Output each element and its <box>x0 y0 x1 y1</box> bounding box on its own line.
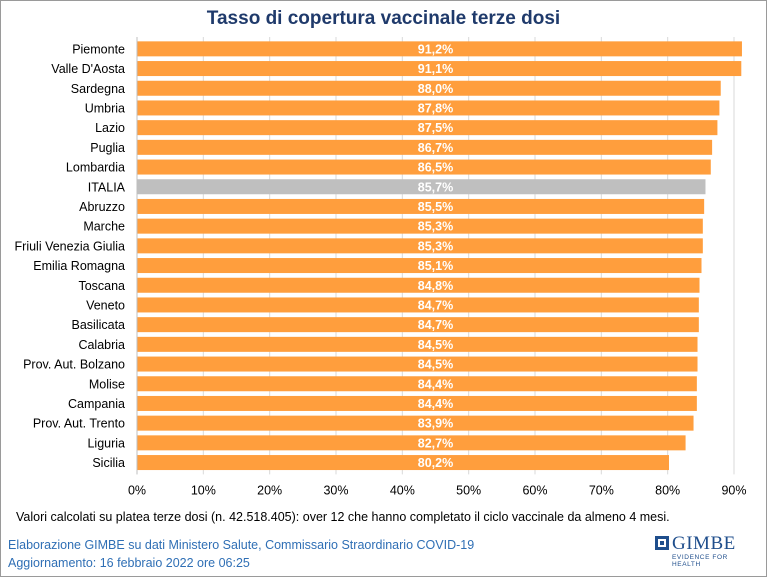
category-label: Lombardia <box>66 161 125 175</box>
bar <box>137 159 711 175</box>
category-label: Molise <box>89 377 125 391</box>
logo-name: GIMBE <box>672 533 736 554</box>
bar <box>137 435 686 451</box>
footnote: Valori calcolati su platea terze dosi (n… <box>16 510 670 524</box>
data-label: 85,3% <box>418 220 453 234</box>
data-label: 86,5% <box>418 161 453 175</box>
category-label: Abruzzo <box>79 200 125 214</box>
data-label: 84,4% <box>418 377 453 391</box>
bar <box>137 179 706 195</box>
data-label: 86,7% <box>418 141 453 155</box>
category-label: Basilicata <box>72 318 126 332</box>
bar <box>137 258 702 274</box>
data-label: 85,1% <box>418 259 453 273</box>
bar <box>137 120 718 136</box>
bar <box>137 376 697 392</box>
bar <box>137 277 700 293</box>
category-label: Sicilia <box>92 456 125 470</box>
bar <box>137 139 713 155</box>
x-tick-label: 60% <box>522 483 547 497</box>
data-label: 84,7% <box>418 298 453 312</box>
data-label: 87,8% <box>418 101 453 115</box>
data-label: 85,5% <box>418 200 453 214</box>
bar <box>137 415 694 431</box>
category-label: Prov. Aut. Trento <box>33 417 125 431</box>
data-label: 91,2% <box>418 42 453 56</box>
bar <box>137 61 742 77</box>
bar <box>137 336 698 352</box>
category-label: Liguria <box>87 436 125 450</box>
chart-title: Tasso di copertura vaccinale terze dosi <box>206 8 561 29</box>
category-label: Puglia <box>90 141 125 155</box>
x-tick-label: 70% <box>589 483 614 497</box>
bar <box>137 297 699 313</box>
data-label: 84,5% <box>418 358 453 372</box>
data-label: 80,2% <box>418 456 453 470</box>
category-label: Sardegna <box>71 82 125 96</box>
gimbe-logo: GIMBE EVIDENCE FOR HEALTH <box>655 533 755 568</box>
data-label: 88,0% <box>418 82 453 96</box>
category-label: ITALIA <box>88 180 126 194</box>
x-tick-label: 80% <box>655 483 680 497</box>
bar <box>137 238 703 254</box>
category-label: Lazio <box>95 121 125 135</box>
category-label: Friuli Venezia Giulia <box>15 239 126 253</box>
bar <box>137 218 703 234</box>
category-label: Marche <box>83 220 125 234</box>
bar <box>137 100 720 116</box>
gimbe-logo-icon <box>655 536 669 550</box>
bar <box>137 198 705 214</box>
x-tick-label: 40% <box>390 483 415 497</box>
data-label: 84,7% <box>418 318 453 332</box>
bar <box>137 41 742 57</box>
update-line: Aggiornamento: 16 febbraio 2022 ore 06:2… <box>8 556 250 570</box>
data-label: 82,7% <box>418 436 453 450</box>
data-label: 83,9% <box>418 417 453 431</box>
data-label: 87,5% <box>418 121 453 135</box>
x-tick-label: 0% <box>128 483 146 497</box>
x-tick-label: 90% <box>721 483 746 497</box>
x-tick-label: 30% <box>323 483 348 497</box>
data-label: 84,5% <box>418 338 453 352</box>
data-label: 85,3% <box>418 239 453 253</box>
category-label: Calabria <box>78 338 125 352</box>
data-label: 85,7% <box>418 180 453 194</box>
bar <box>137 317 699 333</box>
category-label: Emilia Romagna <box>33 259 125 273</box>
category-label: Umbria <box>85 101 125 115</box>
x-tick-label: 10% <box>191 483 216 497</box>
data-label: 91,1% <box>418 62 453 76</box>
logo-tagline: EVIDENCE FOR HEALTH <box>672 554 728 568</box>
data-label: 84,8% <box>418 279 453 293</box>
category-label: Veneto <box>86 298 125 312</box>
category-label: Valle D'Aosta <box>51 62 125 76</box>
source-line: Elaborazione GIMBE su dati Ministero Sal… <box>8 538 475 552</box>
category-label: Piemonte <box>72 42 125 56</box>
category-label: Toscana <box>78 279 125 293</box>
bar <box>137 395 697 411</box>
bar <box>137 356 698 372</box>
bar <box>137 455 669 471</box>
x-tick-label: 50% <box>456 483 481 497</box>
data-label: 84,4% <box>418 397 453 411</box>
bar <box>137 80 721 96</box>
category-label: Campania <box>68 397 125 411</box>
category-label: Prov. Aut. Bolzano <box>23 358 125 372</box>
x-tick-label: 20% <box>257 483 282 497</box>
